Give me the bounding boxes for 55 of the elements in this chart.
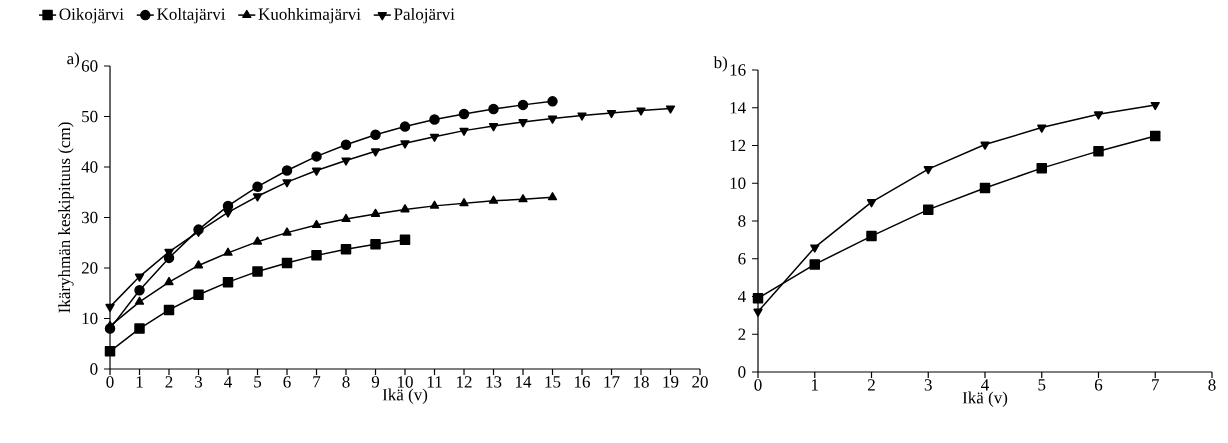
x-tick-label: 16 [575,376,591,388]
x-tick-label: 19 [663,376,679,388]
y-tick-label: 0 [738,366,746,378]
y-tick-label: 10 [82,312,98,325]
x-tick-label: 4 [981,379,989,391]
x-tick-label: 5 [254,376,262,388]
y-tick-label: 8 [738,215,746,227]
y-tick-label: 10 [730,177,746,189]
x-tick-label: 13 [486,376,502,388]
x-tick-label: 6 [283,376,291,388]
x-tick-label: 8 [1208,379,1216,391]
y-tick-label: 4 [737,290,746,303]
x-tick-label: 3 [924,379,932,391]
y-tick-label: 2 [738,328,746,340]
legend-label: Palojärvi [394,7,455,24]
chart-title: b) [713,56,728,72]
x-tick-label: 15 [545,376,561,388]
x-tick-label: 7 [1152,379,1160,391]
x-tick-label: 6 [1094,379,1103,391]
y-tick-label: 50 [82,110,98,123]
legend-label: Kuohkimajärvi [258,7,361,24]
x-tick-label: 12 [457,376,472,388]
x-tick-label: 18 [634,376,649,388]
y-tick-label: 12 [730,139,746,152]
x-tick-label: 14 [516,376,532,388]
legend-label: Koltajärvi [157,7,226,24]
x-axis-title: Ikä (v) [382,388,428,404]
y-tick-label: 14 [730,102,746,114]
y-tick-label: 40 [81,161,98,173]
x-tick-label: 17 [604,376,620,388]
x-tick-label: 11 [427,376,442,388]
y-tick-label: 0 [90,363,98,375]
x-tick-label: 7 [313,376,321,388]
y-axis-title: Ikäryhmän keskipituus (cm) [58,122,74,313]
x-tick-label: 5 [1038,379,1046,391]
x-tick-label: 0 [106,376,114,388]
y-tick-label: 6 [738,253,746,265]
y-tick-label: 20 [81,262,98,274]
x-tick-label: 10 [398,376,413,388]
x-tick-label: 8 [342,376,350,388]
y-tick-label: 16 [730,64,746,76]
x-tick-label: 2 [868,379,875,391]
x-tick-label: 1 [811,379,818,391]
x-tick-label: 20 [692,376,708,388]
x-tick-label: 2 [165,376,173,388]
x-axis-title: Ikä (v) [962,391,1008,407]
x-tick-label: 9 [371,376,380,388]
x-tick-label: 0 [754,379,762,391]
y-tick-label: 60 [81,60,98,72]
x-tick-label: 4 [224,376,232,388]
y-tick-label: 30 [81,211,98,224]
x-tick-label: 1 [136,376,143,388]
chart-title: a) [67,52,80,68]
x-tick-label: 3 [195,376,203,388]
legend-label: Oikojärvi [59,7,124,24]
